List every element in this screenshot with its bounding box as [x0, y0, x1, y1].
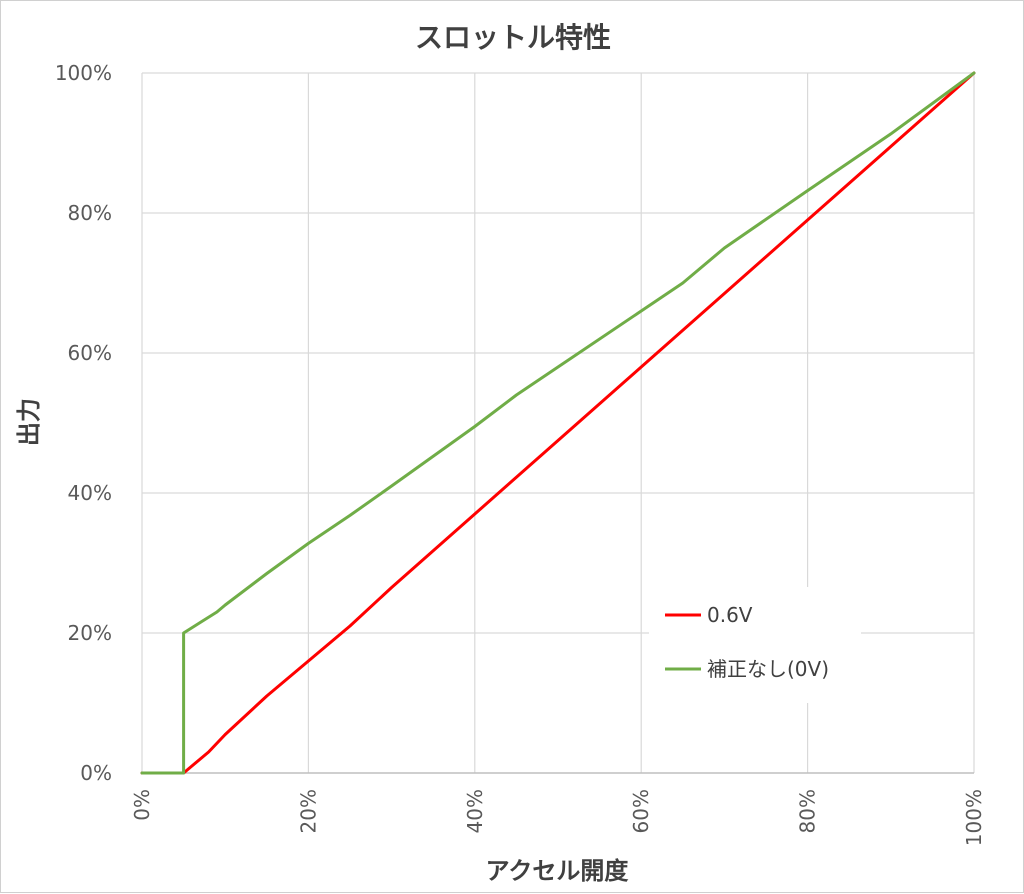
- x-axis-title: アクセル開度: [486, 857, 630, 885]
- y-tick-label: 40%: [68, 481, 112, 505]
- legend-label-2: 補正なし(0V): [707, 657, 829, 681]
- grid: [142, 72, 975, 773]
- tick-labels: 0% 20% 40% 60% 80% 100% 0% 20% 40% 60% 80% 100%: [55, 61, 986, 846]
- x-tick-label: 80%: [796, 789, 820, 833]
- x-tick-label: 20%: [296, 789, 320, 833]
- series-line-1: [140, 71, 976, 775]
- x-tick-label: 60%: [629, 789, 653, 833]
- series-group: [140, 71, 976, 775]
- y-tick-label: 60%: [68, 341, 112, 365]
- x-tick-label: 40%: [463, 789, 487, 833]
- y-tick-label: 80%: [68, 201, 112, 225]
- chart-title: スロットル特性: [415, 21, 611, 54]
- y-tick-label: 20%: [68, 621, 112, 645]
- y-tick-label: 0%: [80, 761, 112, 785]
- legend: 0.6V 補正なし(0V): [649, 587, 861, 703]
- y-tick-label: 100%: [55, 61, 112, 85]
- axes: [141, 73, 974, 774]
- series-line-2: [140, 71, 976, 775]
- x-tick-label: 100%: [962, 789, 986, 846]
- legend-label-1: 0.6V: [707, 603, 753, 627]
- x-tick-label: 0%: [130, 789, 154, 821]
- y-axis-title: 出力: [15, 398, 43, 446]
- legend-box: [649, 587, 861, 703]
